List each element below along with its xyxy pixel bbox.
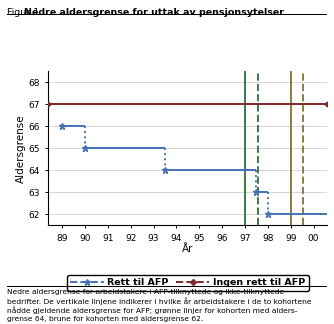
Y-axis label: Aldersgrense: Aldersgrense (16, 114, 26, 182)
Text: Nedre aldersgrense for arbeidstakere i AFP-tilknyttede og ikke-tilknyttede
bedri: Nedre aldersgrense for arbeidstakere i A… (7, 289, 311, 322)
Text: Figur 1.: Figur 1. (7, 8, 45, 17)
Legend: Rett til AFP, Ingen rett til AFP: Rett til AFP, Ingen rett til AFP (67, 275, 309, 291)
Text: Nedre aldersgrense for uttak av pensjonsytelser: Nedre aldersgrense for uttak av pensjons… (24, 8, 284, 17)
X-axis label: År: År (182, 244, 194, 254)
